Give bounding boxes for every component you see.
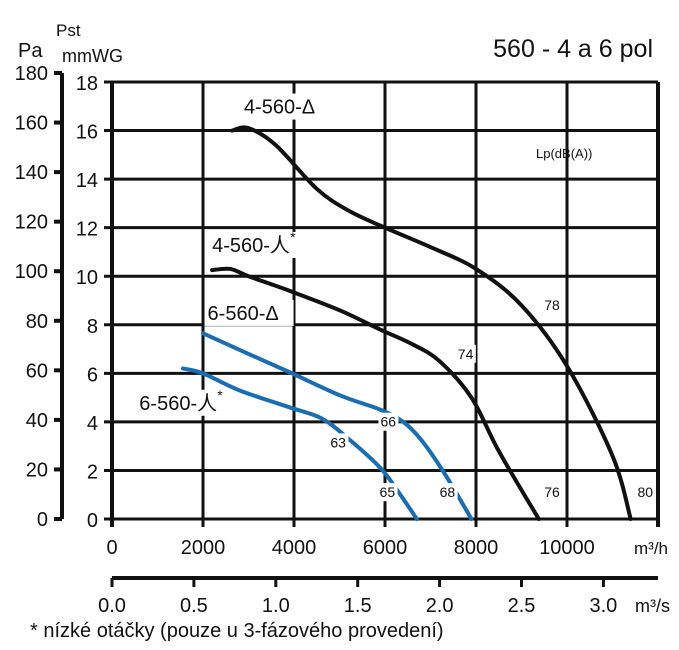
y-tick-label-mmwg: 12 (76, 219, 98, 241)
x-tick-label-m3h: 10000 (539, 537, 595, 559)
m3s-tick-label: 2.0 (426, 595, 454, 617)
pa-tick-label: 20 (26, 459, 48, 481)
m3s-tick-label: 1.0 (262, 595, 290, 617)
pa-tick-label: 60 (26, 360, 48, 382)
x-tick-label-m3h: 0 (106, 537, 117, 559)
noise-value-label: 78 (544, 297, 560, 313)
series-line-3 (201, 331, 474, 521)
y-tick-label-mmwg: 0 (87, 510, 98, 532)
series-label: 4-560-人 (212, 234, 290, 257)
pa-tick-label: 180 (15, 63, 48, 85)
series-label-asterisk: * (290, 229, 296, 245)
m3s-tick-label: 2.5 (508, 595, 536, 617)
y-axis-unit-pa: Pa (18, 40, 43, 62)
noise-label-background (455, 344, 476, 363)
noise-legend-label: Lp(dB(A)) (536, 146, 592, 161)
noise-value-label: 76 (544, 484, 560, 500)
y-tick-label-mmwg: 10 (76, 267, 98, 289)
noise-value-label: 68 (440, 484, 456, 500)
series-label-background (209, 231, 299, 258)
noise-value-label: 80 (638, 484, 654, 500)
series-label: 6-560-Δ (208, 303, 279, 325)
series-label: 6-560-人 (139, 392, 217, 415)
pa-tick-label: 80 (26, 311, 48, 333)
noise-value-label: 74 (458, 346, 474, 362)
noise-value-label: 63 (330, 434, 346, 450)
noise-label-background (377, 483, 398, 502)
noise-label-background (542, 296, 563, 315)
x-tick-label-m3h: 8000 (454, 537, 499, 559)
y-axis-unit-mmwg: mmWG (62, 46, 123, 66)
noise-value-label: 66 (380, 414, 396, 430)
y-tick-label-mmwg: 8 (87, 316, 98, 338)
noise-label-background (378, 412, 399, 431)
m3s-tick-label: 3.0 (589, 595, 617, 617)
pa-tick-label: 100 (15, 261, 48, 283)
y-tick-label-mmwg: 6 (87, 364, 98, 386)
noise-label-background (437, 483, 458, 502)
y-tick-label-mmwg: 2 (87, 461, 98, 483)
x-axis-unit-m3h: m³/h (634, 539, 668, 558)
y-tick-label-mmwg: 16 (76, 122, 98, 144)
x-tick-label-m3h: 2000 (181, 537, 226, 559)
noise-label-background (542, 483, 563, 502)
pa-tick-label: 140 (15, 162, 48, 184)
series-label-background (136, 389, 226, 416)
chart-title: 560 - 4 a 6 pol (493, 35, 653, 63)
series-line-1 (230, 125, 633, 521)
m3s-tick-label: 1.5 (344, 595, 372, 617)
series-label-background (240, 93, 330, 120)
pa-tick-label: 160 (15, 113, 48, 135)
pa-tick-label: 0 (37, 509, 48, 531)
x-tick-label-m3h: 6000 (363, 537, 408, 559)
y-tick-label-mmwg: 4 (87, 413, 98, 435)
m3s-tick-label: 0.0 (98, 595, 126, 617)
pa-tick-label: 40 (26, 410, 48, 432)
m3s-tick-label: 0.5 (180, 595, 208, 617)
series-label-asterisk: * (217, 387, 223, 403)
y-axis-label-pst: Pst (56, 21, 81, 40)
noise-label-background (635, 483, 656, 502)
series-label: 4-560-Δ (244, 97, 315, 119)
y-tick-label-mmwg: 18 (76, 73, 98, 95)
footnote: * nízké otáčky (pouze u 3-fázového prove… (30, 620, 444, 642)
noise-value-label: 65 (380, 484, 396, 500)
y-tick-label-mmwg: 14 (76, 170, 98, 192)
series-label-background (204, 299, 294, 326)
series-line-2 (210, 266, 541, 521)
pa-tick-label: 120 (15, 212, 48, 234)
noise-label-background (328, 433, 349, 452)
x-tick-label-m3h: 4000 (272, 537, 317, 559)
x-axis-unit-m3s: m³/s (635, 596, 670, 616)
